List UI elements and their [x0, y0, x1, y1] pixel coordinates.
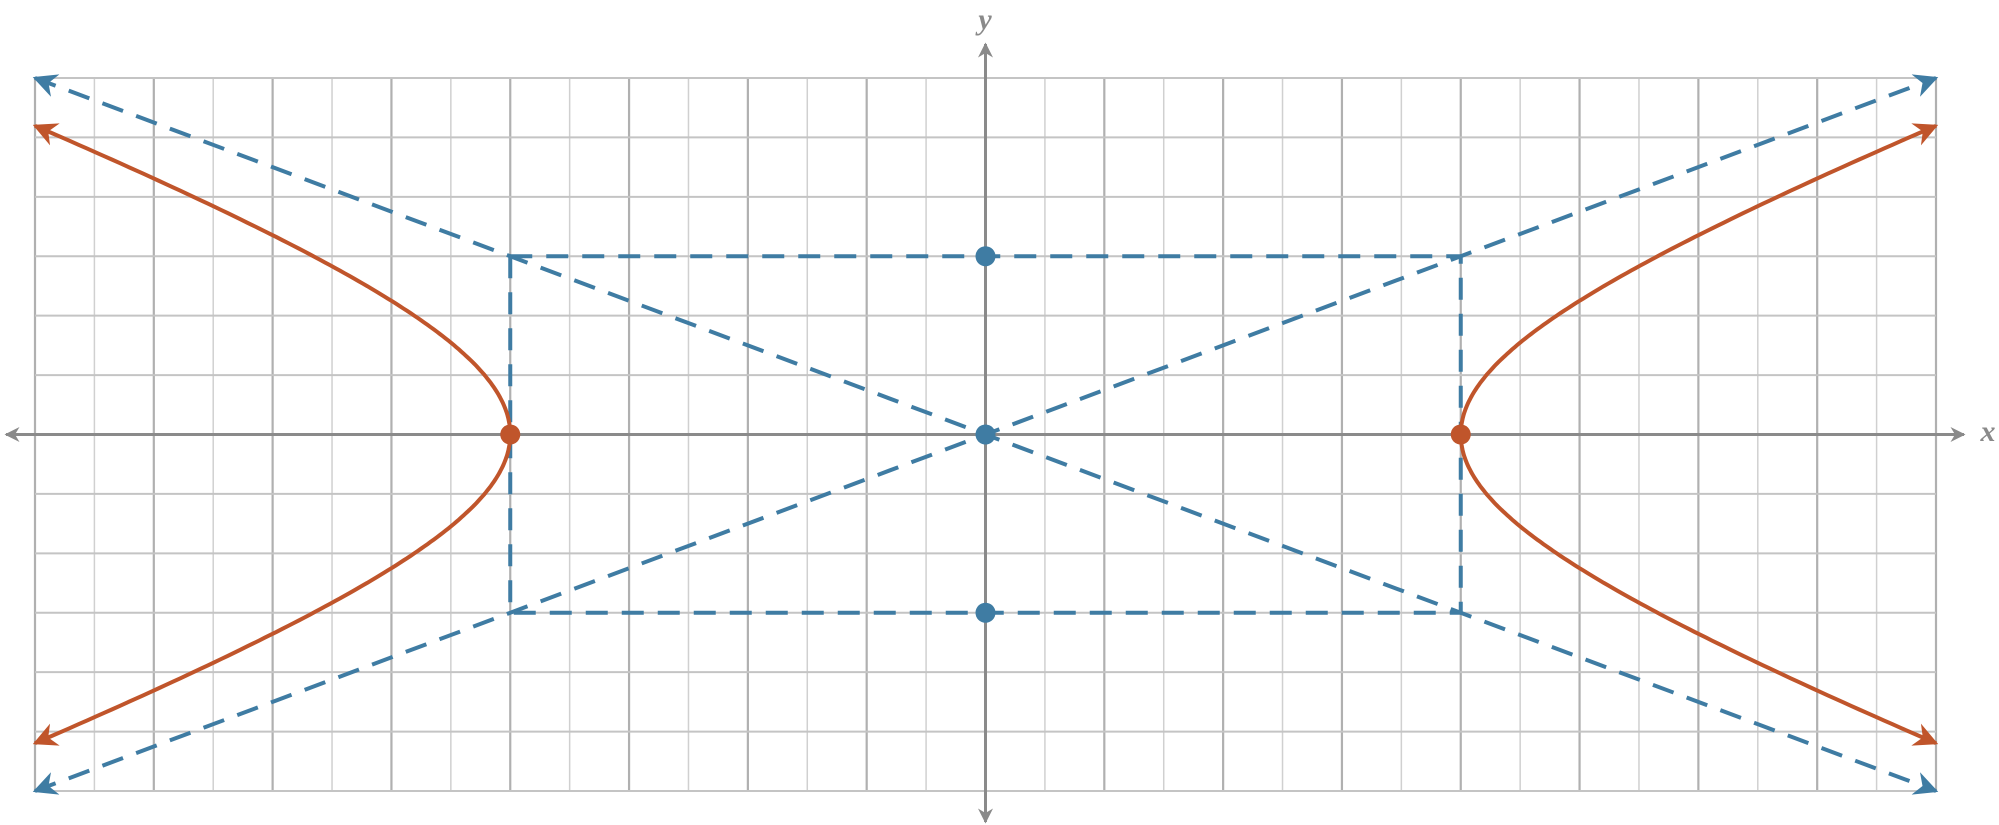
x-axis-label: x [1980, 415, 1996, 448]
point [1450, 424, 1471, 445]
point [500, 424, 521, 445]
point [975, 246, 996, 267]
point [975, 424, 996, 445]
point [975, 602, 996, 623]
y-axis-label: y [975, 3, 992, 36]
